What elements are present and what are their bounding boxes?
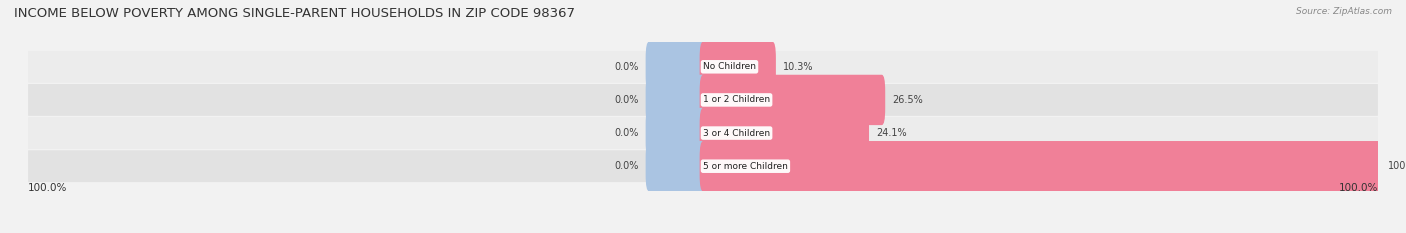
FancyBboxPatch shape [28, 84, 1378, 116]
Text: 0.0%: 0.0% [614, 62, 638, 72]
FancyBboxPatch shape [28, 117, 1378, 149]
FancyBboxPatch shape [645, 141, 706, 191]
FancyBboxPatch shape [700, 75, 886, 125]
Text: 10.3%: 10.3% [783, 62, 813, 72]
Text: No Children: No Children [703, 62, 756, 71]
FancyBboxPatch shape [700, 42, 776, 92]
Text: 100.0%: 100.0% [1388, 161, 1406, 171]
FancyBboxPatch shape [645, 42, 706, 92]
Text: 100.0%: 100.0% [28, 183, 67, 193]
Text: 0.0%: 0.0% [614, 128, 638, 138]
FancyBboxPatch shape [28, 150, 1378, 182]
FancyBboxPatch shape [700, 141, 1381, 191]
Text: 3 or 4 Children: 3 or 4 Children [703, 129, 770, 137]
Text: 26.5%: 26.5% [891, 95, 922, 105]
Text: INCOME BELOW POVERTY AMONG SINGLE-PARENT HOUSEHOLDS IN ZIP CODE 98367: INCOME BELOW POVERTY AMONG SINGLE-PARENT… [14, 7, 575, 20]
Text: 100.0%: 100.0% [1339, 183, 1378, 193]
FancyBboxPatch shape [28, 51, 1378, 83]
Text: 24.1%: 24.1% [876, 128, 907, 138]
Text: Source: ZipAtlas.com: Source: ZipAtlas.com [1296, 7, 1392, 16]
FancyBboxPatch shape [645, 108, 706, 158]
Text: 0.0%: 0.0% [614, 161, 638, 171]
Text: 1 or 2 Children: 1 or 2 Children [703, 96, 770, 104]
Text: 0.0%: 0.0% [614, 95, 638, 105]
Text: 5 or more Children: 5 or more Children [703, 162, 787, 171]
FancyBboxPatch shape [700, 108, 869, 158]
FancyBboxPatch shape [645, 75, 706, 125]
